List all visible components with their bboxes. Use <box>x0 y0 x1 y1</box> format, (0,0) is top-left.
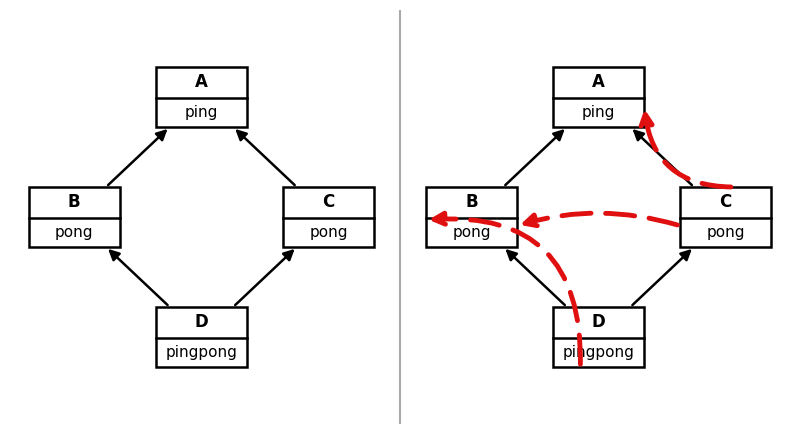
FancyArrowPatch shape <box>525 213 678 226</box>
Text: C: C <box>719 194 732 211</box>
Text: pong: pong <box>452 225 490 240</box>
Text: D: D <box>592 313 606 332</box>
Bar <box>156 67 247 127</box>
Text: B: B <box>465 194 478 211</box>
Text: pong: pong <box>310 225 348 240</box>
Text: A: A <box>195 73 208 92</box>
Text: B: B <box>68 194 81 211</box>
Text: ping: ping <box>582 105 615 120</box>
Text: A: A <box>592 73 605 92</box>
Bar <box>680 187 771 247</box>
Text: D: D <box>194 313 208 332</box>
Text: pong: pong <box>706 225 745 240</box>
FancyArrowPatch shape <box>641 115 731 187</box>
Text: pingpong: pingpong <box>562 345 634 360</box>
Text: C: C <box>322 194 334 211</box>
Text: pong: pong <box>55 225 94 240</box>
Bar <box>156 307 247 367</box>
Text: pingpong: pingpong <box>166 345 238 360</box>
Bar <box>283 187 374 247</box>
Text: ping: ping <box>185 105 218 120</box>
FancyArrowPatch shape <box>434 213 581 364</box>
Bar <box>553 307 644 367</box>
Bar <box>553 67 644 127</box>
Bar <box>426 187 517 247</box>
Bar <box>29 187 120 247</box>
